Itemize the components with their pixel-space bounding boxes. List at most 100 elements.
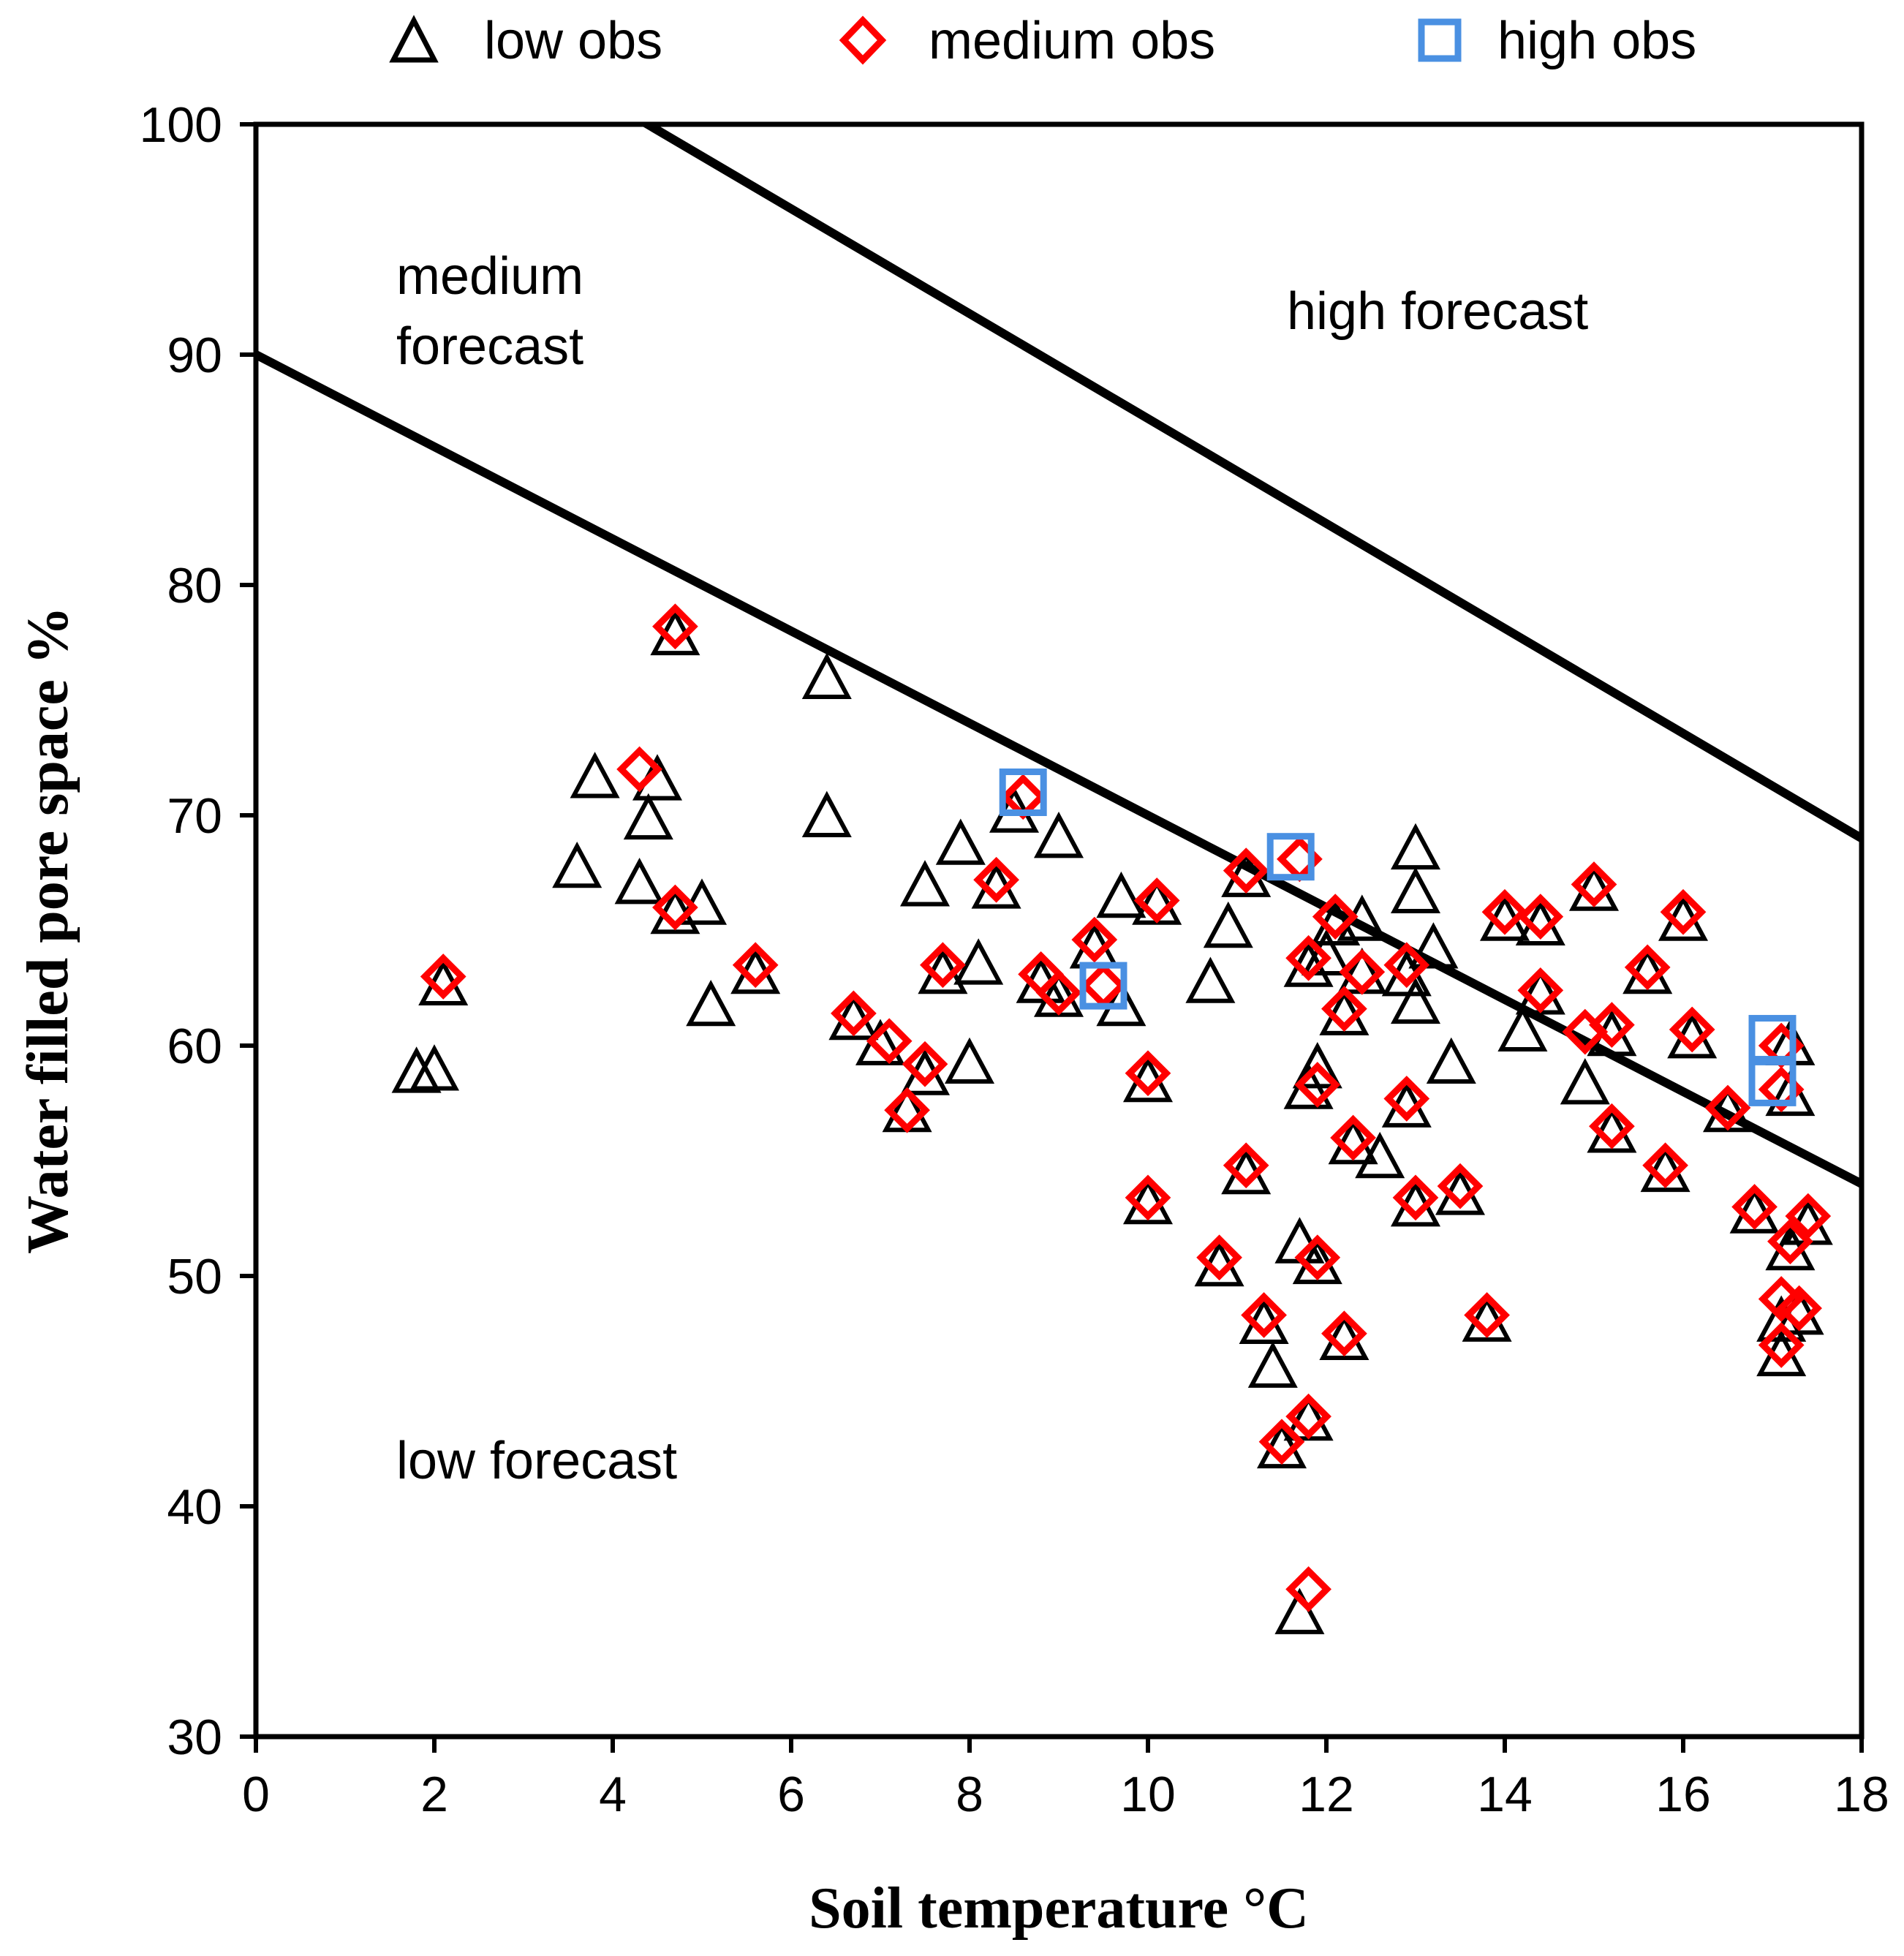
- medium-obs-point: [1660, 888, 1707, 935]
- medium-obs-point: [1223, 1142, 1269, 1189]
- legend-item-high: high obs: [1418, 12, 1696, 70]
- medium-obs-point: [1321, 1310, 1367, 1357]
- medium-obs-point: [1517, 894, 1564, 940]
- medium-obs-point: [1196, 1234, 1242, 1281]
- legend-label-medium: medium obs: [929, 12, 1215, 70]
- plot-area: [253, 121, 1865, 1740]
- medium-obs-point: [1517, 967, 1564, 1013]
- legend-square-marker: [1418, 18, 1462, 62]
- medium-obs-point: [1330, 1114, 1376, 1161]
- medium-obs-point: [1258, 1419, 1305, 1465]
- medium-obs-point: [1294, 1234, 1341, 1281]
- legend-triangle-marker: [389, 15, 439, 63]
- medium-obs-point: [1339, 948, 1386, 995]
- medium-obs-point: [1312, 894, 1359, 940]
- medium-obs-point: [1589, 1002, 1635, 1049]
- low-obs-point: [1497, 1005, 1548, 1051]
- medium-obs-point: [1294, 1062, 1341, 1108]
- y-tick-label: 100: [140, 97, 222, 153]
- medium-obs-point: [884, 1087, 930, 1133]
- medium-obs-point: [1035, 970, 1082, 1016]
- y-tick-label: 50: [167, 1249, 222, 1304]
- low-obs-point: [944, 1037, 995, 1084]
- low-obs-point: [1408, 922, 1459, 969]
- x-tick-label: 14: [1477, 1767, 1533, 1822]
- medium-obs-point: [1589, 1103, 1635, 1149]
- medium-obs-point: [973, 856, 1019, 903]
- low-obs-point: [570, 752, 620, 798]
- medium-obs-point: [831, 990, 877, 1037]
- region-labels: medium forecast high forecast low foreca…: [396, 247, 1588, 1490]
- x-tick-label: 0: [242, 1767, 270, 1822]
- y-axis: 30 40 50 60 70 80 90 100: [140, 97, 256, 1765]
- medium-obs-point: [1481, 888, 1528, 935]
- x-tick-label: 16: [1655, 1767, 1711, 1822]
- medium-obs-point: [1731, 1184, 1778, 1230]
- medium-obs-point: [1624, 944, 1671, 991]
- threshold-lines: [256, 124, 1862, 1188]
- legend: low obs medium obs high obs: [389, 12, 1696, 70]
- x-tick-label: 10: [1120, 1767, 1176, 1822]
- high-obs-point: [1079, 962, 1127, 1010]
- medium-obs-point: [902, 1041, 948, 1087]
- medium-obs-point: [1383, 942, 1430, 989]
- x-tick-label: 12: [1299, 1767, 1354, 1822]
- medium-obs-point: [1285, 1566, 1331, 1612]
- medium-obs-point: [1642, 1142, 1688, 1189]
- medium-obs-point: [732, 942, 779, 989]
- medium-obs-point: [420, 954, 466, 1000]
- medium-obs-point: [1285, 1393, 1331, 1440]
- medium-obs-point: [1321, 986, 1367, 1032]
- legend-item-low: low obs: [389, 12, 662, 70]
- annotation-medium-forecast-line2: forecast: [396, 317, 583, 376]
- low-obs-point: [1292, 1042, 1342, 1089]
- x-tick-label: 2: [420, 1767, 448, 1822]
- series-medium-obs: [420, 603, 1832, 1612]
- high-obs-point: [999, 769, 1047, 816]
- low-obs-point: [1247, 1341, 1298, 1388]
- low-obs-point: [953, 938, 1004, 985]
- medium-obs-point: [1785, 1193, 1832, 1239]
- low-obs-point: [686, 979, 736, 1027]
- y-tick-label: 60: [167, 1019, 222, 1074]
- low-obs-point: [801, 790, 852, 837]
- annotation-low-forecast: low forecast: [396, 1432, 677, 1490]
- medium-obs-point: [1133, 877, 1180, 924]
- medium-obs-point: [616, 746, 662, 793]
- medium-obs-point: [1464, 1292, 1510, 1338]
- y-tick-label: 70: [167, 788, 222, 844]
- x-axis-title: Soil temperature °C: [809, 1876, 1309, 1941]
- low-obs-point: [1560, 1058, 1610, 1105]
- medium-obs-point: [1392, 1174, 1439, 1221]
- series-high-obs: [999, 769, 1797, 1106]
- high-obs-point: [1266, 833, 1315, 881]
- low-obs-point: [1355, 1131, 1405, 1179]
- x-axis: 0 2 4 6 8 10 12 14 16 18: [242, 1737, 1889, 1822]
- x-tick-label: 6: [777, 1767, 805, 1822]
- low-obs-point: [1390, 866, 1441, 913]
- y-tick-label: 80: [167, 558, 222, 613]
- y-tick-label: 30: [167, 1710, 222, 1765]
- medium-obs-point: [1571, 861, 1617, 907]
- y-tick-label: 90: [167, 328, 222, 383]
- medium-obs-point: [920, 942, 966, 989]
- medium-obs-point: [1767, 1218, 1813, 1265]
- low-obs-point: [1203, 901, 1253, 948]
- legend-item-medium: medium obs: [839, 12, 1215, 70]
- x-tick-label: 4: [599, 1767, 627, 1822]
- medium-obs-point: [1758, 1322, 1805, 1368]
- medium-obs-point: [1241, 1292, 1287, 1338]
- x-tick-label: 8: [956, 1767, 983, 1822]
- low-obs-point: [1096, 871, 1146, 918]
- low-obs-point: [614, 858, 665, 905]
- high-obs-point: [1748, 1058, 1797, 1106]
- low-obs-point: [899, 860, 951, 907]
- low-obs-point: [935, 818, 986, 865]
- lower-threshold-line: [256, 350, 1862, 1188]
- low-obs-point: [552, 841, 602, 888]
- upper-threshold-line: [638, 124, 1862, 842]
- medium-obs-point: [1704, 1084, 1751, 1131]
- medium-obs-point: [1285, 934, 1331, 981]
- low-obs-point: [1274, 1587, 1325, 1634]
